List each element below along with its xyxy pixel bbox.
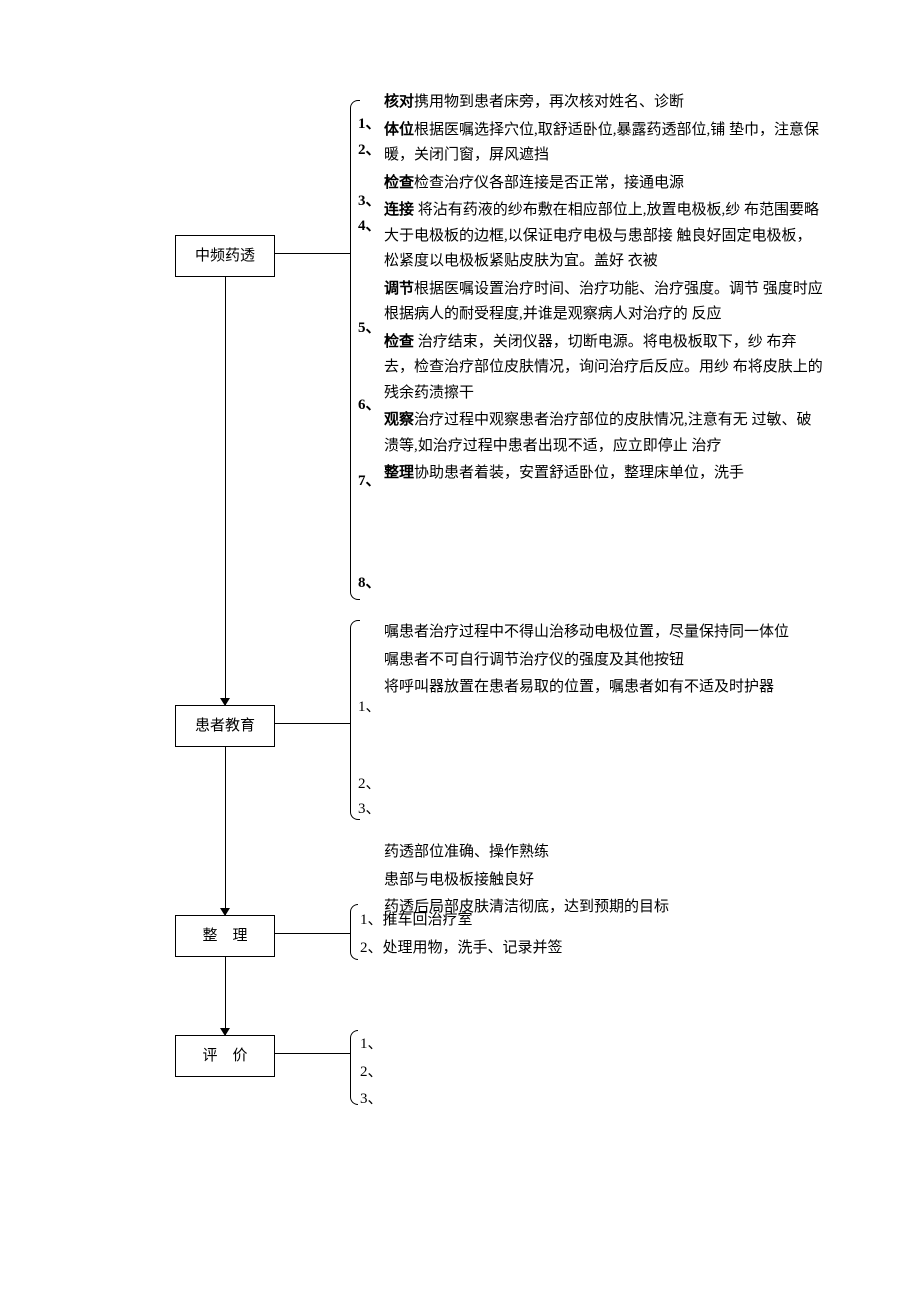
- num: [358, 444, 381, 470]
- num: [358, 546, 381, 572]
- num: 1、: [360, 1036, 383, 1052]
- section-1-content: 核对携用物到患者床旁，再次核对姓名、诊断 体位根据医嘱选择穴位,取舒适卧位,暴露…: [384, 90, 824, 489]
- section-2-content: 嘱患者治疗过程中不得山治移动电极位置，尽量保持同一体位 嘱患者不可自行调节治疗仪…: [384, 620, 824, 703]
- item: 嘱患者治疗过程中不得山治移动电极位置，尽量保持同一体位: [384, 620, 824, 646]
- item-text: 嘱患者不可自行调节治疗仪的强度及其他按钮: [384, 652, 684, 668]
- item-text: 将沾有药液的纱布敷在相应部位上,放置电极板,纱 布范围要略大于电极板的边框,以保…: [384, 202, 819, 269]
- num: [358, 163, 381, 189]
- item: 2、: [360, 1060, 820, 1086]
- num: 8、: [358, 571, 381, 597]
- num: [358, 721, 381, 747]
- node-label: 中频药透: [195, 248, 255, 264]
- num: [358, 746, 381, 772]
- num: 6、: [358, 393, 381, 419]
- section-1-numbers: 1、 2、 3、 4、 5、 6、 7、 8、: [358, 112, 381, 597]
- num: 4、: [358, 214, 381, 240]
- num: [358, 291, 381, 317]
- num: 2、: [358, 138, 381, 164]
- num: 2、: [358, 772, 381, 798]
- num: 3、: [358, 189, 381, 215]
- item-text: 携用物到患者床旁，再次核对姓名、诊断: [414, 94, 684, 110]
- num: 2、: [360, 1064, 383, 1080]
- num: 1、: [358, 695, 381, 721]
- node-pingjia: 评 价: [175, 1035, 275, 1077]
- item: 患部与电极板接触良好: [384, 868, 824, 894]
- item-text: 推车回治疗室: [383, 912, 473, 928]
- section-4-content: 1、 2、 3、: [360, 1032, 820, 1115]
- item: 观察治疗过程中观察患者治疗部位的皮肤情况,注意有无 过敏、破溃等,如治疗过程中患…: [384, 408, 824, 459]
- item-text: 治疗过程中观察患者治疗部位的皮肤情况,注意有无 过敏、破溃等,如治疗过程中患者出…: [384, 412, 812, 454]
- section-3-content: 1、推车回治疗室 2、处理用物，洗手、记录并签: [360, 908, 820, 963]
- item-text: 检查治疗仪各部连接是否正常，接通电源: [414, 175, 684, 191]
- num: 1、: [360, 912, 383, 928]
- item-text: 根据医嘱选择穴位,取舒适卧位,暴露药透部位,铺 垫巾，注意保暖，关闭门窗，屏风遮…: [384, 122, 819, 164]
- flowchart-diagram: 中频药透 患者教育 整 理 评 价 1、 2、 3、 4、 5、 6、 7、: [40, 80, 880, 1180]
- item-bold: 核对: [384, 94, 414, 110]
- item: 体位根据医嘱选择穴位,取舒适卧位,暴露药透部位,铺 垫巾，注意保暖，关闭门窗，屏…: [384, 118, 824, 169]
- node-label: 评 价: [202, 1048, 247, 1064]
- num: [358, 418, 381, 444]
- num: 7、: [358, 469, 381, 495]
- item: 核对携用物到患者床旁，再次核对姓名、诊断: [384, 90, 824, 116]
- item-bold: 连接: [384, 202, 414, 218]
- item-bold: 观察: [384, 412, 414, 428]
- node-huanzhe: 患者教育: [175, 705, 275, 747]
- node-zhongpin: 中频药透: [175, 235, 275, 277]
- num: 2、: [360, 940, 383, 956]
- item-bold: 调节: [384, 281, 414, 297]
- bracket-3: [350, 904, 358, 960]
- item: 嘱患者不可自行调节治疗仪的强度及其他按钮: [384, 648, 824, 674]
- item-text: 药透部位准确、操作熟练: [384, 844, 549, 860]
- num: 3、: [360, 1091, 383, 1107]
- item-text: 治疗结束，关闭仪器，切断电源。将电极板取下，纱 布弃去，检查治疗部位皮肤情况，询…: [384, 334, 823, 401]
- item-text: 根据医嘱设置治疗时间、治疗功能、治疗强度。调节 强度时应根据病人的耐受程度,并谁…: [384, 281, 823, 323]
- item: 将呼叫器放置在患者易取的位置，嘱患者如有不适及时护器: [384, 675, 824, 701]
- item: 检查 治疗结束，关闭仪器，切断电源。将电极板取下，纱 布弃去，检查治疗部位皮肤情…: [384, 330, 824, 407]
- item-bold: 检查: [384, 175, 414, 191]
- item: 2、处理用物，洗手、记录并签: [360, 936, 820, 962]
- bracket-4: [350, 1030, 358, 1105]
- item: 3、: [360, 1087, 820, 1113]
- item-text: 患部与电极板接触良好: [384, 872, 534, 888]
- num: 3、: [358, 797, 381, 823]
- connector-1: [275, 253, 350, 254]
- item-bold: 体位: [384, 122, 414, 138]
- num: [358, 265, 381, 291]
- num: [358, 520, 381, 546]
- connector-4: [275, 1053, 350, 1054]
- item: 1、: [360, 1032, 820, 1058]
- item: 调节根据医嘱设置治疗时间、治疗功能、治疗强度。调节 强度时应根据病人的耐受程度,…: [384, 277, 824, 328]
- item: 1、推车回治疗室: [360, 908, 820, 934]
- num: 5、: [358, 316, 381, 342]
- item-text: 协助患者着装，安置舒适卧位，整理床单位，洗手: [414, 465, 744, 481]
- item: 药透部位准确、操作熟练: [384, 840, 824, 866]
- item: 连接 将沾有药液的纱布敷在相应部位上,放置电极板,纱 布范围要略大于电极板的边框…: [384, 198, 824, 275]
- item-text: 处理用物，洗手、记录并签: [383, 940, 563, 956]
- item-bold: 检查: [384, 334, 414, 350]
- num: [358, 240, 381, 266]
- connector-2: [275, 723, 350, 724]
- node-label: 患者教育: [195, 718, 255, 734]
- item-text: 嘱患者治疗过程中不得山治移动电极位置，尽量保持同一体位: [384, 624, 789, 640]
- connector-3: [275, 933, 350, 934]
- section-2-numbers: 1、 2、 3、: [358, 695, 381, 823]
- item-text: 将呼叫器放置在患者易取的位置，嘱患者如有不适及时护器: [384, 679, 774, 695]
- item: 整理协助患者着装，安置舒适卧位，整理床单位，洗手: [384, 461, 824, 487]
- num: 1、: [358, 112, 381, 138]
- num: [358, 495, 381, 521]
- node-label: 整 理: [202, 928, 247, 944]
- num: [358, 367, 381, 393]
- num: [358, 342, 381, 368]
- item: 检查检查治疗仪各部连接是否正常，接通电源: [384, 171, 824, 197]
- item-bold: 整理: [384, 465, 414, 481]
- node-zhengli: 整 理: [175, 915, 275, 957]
